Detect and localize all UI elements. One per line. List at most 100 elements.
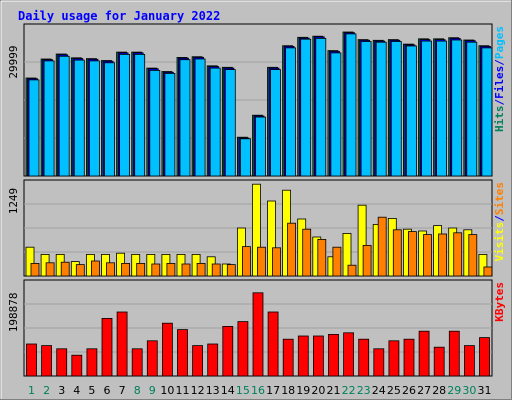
legend-entry: Files: [493, 66, 506, 99]
bar-kbytes-day-31: [479, 337, 490, 377]
bar-pages-day-10: [164, 73, 176, 177]
chart-panels: 29999Hits/Files/Pages1249Visits/Sites198…: [7, 23, 506, 377]
bar-kbytes-day-22: [343, 332, 355, 377]
bar-sites-day-1: [30, 262, 40, 277]
bar-sites-day-26: [407, 231, 417, 277]
bar-sites-day-10: [166, 262, 176, 277]
bar-pages-day-7: [119, 54, 130, 177]
bar-visits-day-31: [478, 253, 488, 277]
bar-pages-day-24: [375, 41, 387, 177]
legend-entry: /: [493, 215, 506, 222]
bar-sites-day-11: [181, 263, 191, 277]
bar-pages-day-5: [89, 60, 100, 177]
bar-kbytes-day-6: [101, 317, 113, 377]
bar-sites-day-18: [287, 222, 297, 277]
x-tick-label-day-28: 28: [432, 384, 446, 397]
x-tick-label-day-22: 22: [342, 384, 356, 397]
bar-pages-day-3: [58, 55, 70, 177]
x-tick-label-day-7: 7: [119, 384, 126, 397]
bar-kbytes-day-28: [433, 346, 445, 377]
bar-sites-day-14: [226, 264, 236, 277]
bar-sites-day-13: [211, 263, 221, 277]
legend-entry: Pages: [493, 26, 506, 59]
bar-kbytes-day-4: [71, 354, 83, 377]
bar-kbytes-day-13: [207, 343, 219, 377]
bar-kbytes-day-26: [403, 338, 415, 377]
bar-sites-day-29: [453, 232, 463, 277]
bar-sites-day-7: [121, 262, 130, 277]
bar-pages-day-15: [239, 138, 251, 177]
bar-kbytes-day-30: [463, 345, 475, 377]
bar-kbytes-day-14: [222, 325, 234, 377]
bar-kbytes-day-24: [373, 348, 385, 377]
bar-pages-day-20: [315, 38, 327, 177]
legend-entry: Hits: [493, 106, 506, 133]
bar-sites-day-12: [196, 262, 206, 277]
bar-pages-day-9: [149, 70, 161, 177]
x-tick-label-day-25: 25: [387, 384, 401, 397]
bar-pages-day-11: [179, 59, 191, 177]
bar-pages-day-8: [134, 54, 146, 177]
x-tick-label-day-13: 13: [206, 384, 220, 397]
x-tick-label-day-20: 20: [311, 384, 325, 397]
x-tick-label-day-1: 1: [28, 384, 35, 397]
x-tick-label-day-4: 4: [73, 384, 80, 397]
bar-visits-day-22: [342, 232, 352, 277]
bar-visits-day-1: [25, 246, 35, 277]
bar-pages-day-28: [436, 40, 448, 177]
bar-kbytes-day-19: [297, 335, 309, 377]
bar-pages-day-30: [466, 41, 478, 177]
bar-sites-day-24: [377, 216, 387, 277]
bar-kbytes-day-9: [146, 340, 158, 377]
x-tick-label-day-5: 5: [88, 384, 95, 397]
bar-sites-day-15: [241, 246, 251, 277]
bar-sites-day-5: [91, 260, 100, 277]
x-tick-label-day-31: 31: [478, 384, 492, 397]
bar-sites-day-17: [272, 247, 281, 277]
bar-sites-day-19: [302, 228, 312, 277]
bar-kbytes-day-12: [192, 345, 204, 377]
bar-pages-day-18: [285, 47, 297, 177]
x-tick-label-day-16: 16: [251, 384, 265, 397]
bar-kbytes-day-10: [161, 322, 173, 377]
bar-sites-day-31: [483, 266, 493, 277]
bar-sites-day-8: [136, 262, 146, 277]
bar-visits-day-17: [267, 200, 276, 277]
bar-sites-day-20: [317, 238, 327, 277]
bar-pages-day-17: [270, 69, 281, 177]
bar-kbytes-day-21: [328, 333, 339, 377]
bar-pages-day-16: [255, 116, 266, 177]
x-tick-label-day-10: 10: [160, 384, 174, 397]
bar-sites-day-16: [257, 246, 266, 277]
bar-pages-day-27: [421, 40, 432, 177]
bar-pages-day-2: [43, 60, 55, 177]
x-tick-label-day-26: 26: [402, 384, 416, 397]
x-tick-label-day-29: 29: [447, 384, 461, 397]
panel-legend: Hits/Files/Pages: [493, 26, 506, 132]
bar-kbytes-day-29: [448, 330, 460, 377]
bar-kbytes-day-1: [26, 343, 37, 377]
x-tick-label-day-8: 8: [134, 384, 141, 397]
panel-legend: Visits/Sites: [493, 182, 506, 262]
x-tick-label-day-11: 11: [176, 384, 190, 397]
x-tick-label-day-6: 6: [104, 384, 111, 397]
bar-kbytes-day-7: [116, 311, 128, 377]
bar-sites-day-23: [362, 244, 372, 277]
bar-sites-day-3: [60, 261, 70, 277]
bar-kbytes-day-23: [358, 338, 370, 377]
x-tick-label-day-23: 23: [357, 384, 371, 397]
bar-kbytes-day-16: [252, 292, 264, 377]
y-tick-label: 198878: [7, 292, 20, 332]
bar-pages-day-12: [194, 58, 206, 177]
bar-kbytes-day-27: [418, 330, 430, 377]
x-tick-label-day-17: 17: [266, 384, 280, 397]
x-tick-label-day-3: 3: [58, 384, 65, 397]
bar-pages-day-31: [481, 47, 493, 177]
x-tick-label-day-12: 12: [191, 384, 205, 397]
x-tick-label-day-14: 14: [221, 384, 235, 397]
bar-kbytes-day-2: [41, 345, 52, 377]
bar-pages-day-26: [405, 45, 417, 177]
x-tick-label-day-18: 18: [281, 384, 295, 397]
